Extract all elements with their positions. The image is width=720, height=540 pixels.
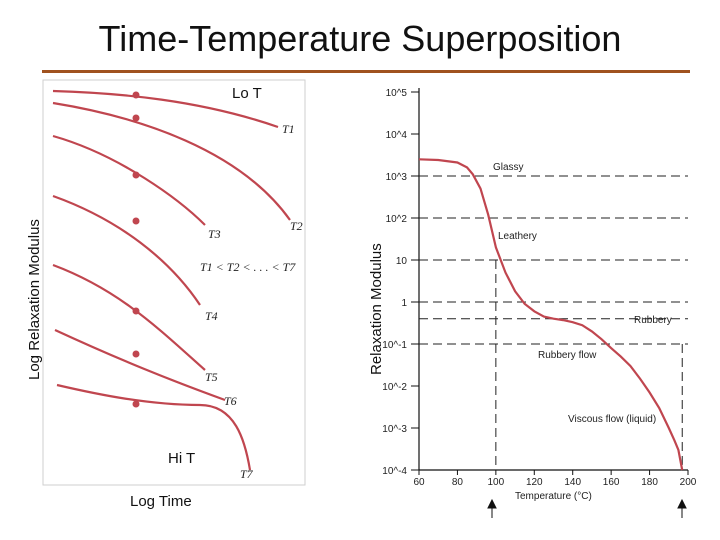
region-viscous-flow: Viscous flow (liquid) <box>568 414 656 425</box>
shift-point-t6 <box>132 350 140 358</box>
y-tick-label: 10^5 <box>386 88 408 99</box>
left-y-axis-label: Log Relaxation Modulus <box>26 219 43 380</box>
x-tick-label: 200 <box>680 477 697 488</box>
title-underline <box>42 70 690 73</box>
left-x-axis-label: Log Time <box>130 493 192 510</box>
temperature-order: T1 < T2 < . . . < T7 <box>200 260 296 274</box>
arrow-100-head <box>487 498 497 509</box>
x-tick-label: 180 <box>641 477 658 488</box>
y-tick-label: 10^3 <box>386 172 408 183</box>
shift-point-t3 <box>132 171 140 179</box>
curve-t2 <box>52 101 291 221</box>
modulus-curve <box>418 158 684 471</box>
shift-point-t1 <box>132 91 140 99</box>
curve-label-t3: T3 <box>208 227 221 241</box>
y-tick-label: 10^-2 <box>382 382 407 393</box>
curve-label-t5: T5 <box>205 370 218 384</box>
region-glassy: Glassy <box>493 162 524 173</box>
region-rubbery: Rubbery <box>634 315 672 326</box>
y-tick-label: 10^-3 <box>382 424 407 435</box>
x-tick-label: 100 <box>488 477 505 488</box>
slide-title: Time-Temperature Superposition <box>98 18 622 59</box>
y-tick-label: 10 <box>396 256 408 267</box>
shift-point-t7 <box>132 400 140 408</box>
curve-t7 <box>56 383 252 471</box>
region-leathery: Leathery <box>498 231 537 242</box>
region-rubbery-flow: Rubbery flow <box>538 350 597 361</box>
x-tick-label: 60 <box>413 477 425 488</box>
arrow-200-head <box>677 498 687 509</box>
curve-t4 <box>52 194 201 306</box>
x-tick-label: 160 <box>603 477 620 488</box>
x-tick-label: 120 <box>526 477 543 488</box>
curve-label-t2: T2 <box>290 219 303 233</box>
curve-label-t7: T7 <box>240 467 254 481</box>
x-tick-label: 80 <box>452 477 464 488</box>
left-panel-frame <box>42 79 306 486</box>
y-tick-label: 10^2 <box>386 214 408 225</box>
y-tick-label: 10^-4 <box>382 466 407 477</box>
x-tick-label: 140 <box>564 477 581 488</box>
shift-point-t2 <box>132 114 140 122</box>
right-x-axis-title: Temperature (°C) <box>515 491 592 502</box>
curve-t3 <box>52 134 206 226</box>
curve-label-t4: T4 <box>205 309 218 323</box>
curve-t6 <box>54 329 226 402</box>
curve-t1 <box>52 89 279 129</box>
shift-point-t4 <box>132 217 140 225</box>
right-y-axis-label: Relaxation Modulus <box>368 243 385 375</box>
y-tick-label: 10^-1 <box>382 340 407 351</box>
shift-point-t5 <box>132 307 140 315</box>
lo-t-note: Lo T <box>232 85 262 102</box>
hi-t-note: Hi T <box>168 450 195 467</box>
y-tick-label: 1 <box>401 298 407 309</box>
curve-label-t6: T6 <box>224 394 237 408</box>
curve-label-t1: T1 <box>282 122 295 136</box>
y-tick-label: 10^4 <box>386 130 408 141</box>
